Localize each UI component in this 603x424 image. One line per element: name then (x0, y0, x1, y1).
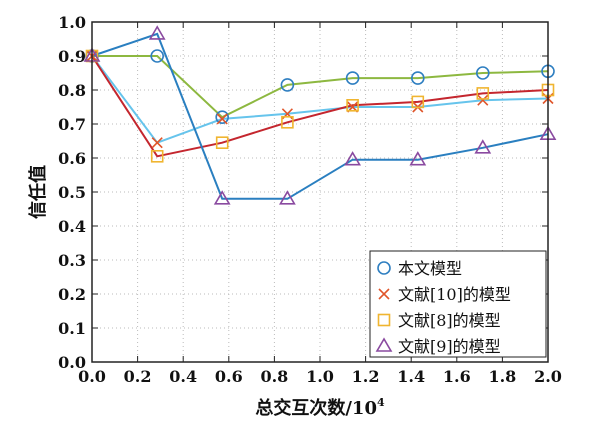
data-point-square (411, 95, 425, 109)
y-axis-label: 信任值 (27, 165, 49, 219)
data-point-triangle (344, 151, 361, 166)
data-point-square (281, 116, 294, 129)
y-tick-label: 0.9 (58, 47, 86, 66)
data-point-circle (345, 71, 360, 85)
data-point-x (216, 113, 228, 125)
data-point-square (476, 87, 490, 100)
y-tick-label: 0.6 (58, 149, 86, 168)
y-tick-label: 0.2 (58, 285, 86, 304)
x-tick-label: 0.6 (215, 367, 243, 386)
legend-marker-x (378, 288, 390, 300)
legend-marker-triangle (375, 337, 393, 352)
data-point-triangle (474, 139, 492, 154)
data-point-triangle (409, 151, 427, 166)
x-tick-label: 0.4 (169, 367, 197, 386)
x-tick-label: 0.0 (78, 367, 106, 386)
data-point-triangle (213, 190, 231, 205)
x-tick-label: 2.0 (534, 367, 562, 386)
y-tick-label: 0.1 (58, 319, 86, 338)
x-axis-label: 总交互次数/104 (255, 396, 385, 419)
x-tick-label: 1.2 (352, 367, 380, 386)
data-point-x (477, 94, 489, 106)
series-line (91, 55, 549, 144)
axis-ticks: 0.0 0.2 0.4 0.6 0.8 1.0 1.2 1.4 1.6 1.8 2.0 0.0 0.1 0… (58, 13, 562, 386)
y-tick-label: 0.7 (58, 115, 86, 134)
data-point-circle (411, 71, 425, 85)
x-tick-label: 1.4 (397, 367, 425, 386)
y-tick-label: 0.8 (58, 81, 86, 100)
data-point-circle (215, 110, 229, 124)
plot-frame (91, 21, 549, 363)
series-line (91, 55, 549, 158)
y-tick-label: 0.3 (58, 251, 86, 270)
y-tick-label: 0.0 (58, 353, 86, 372)
x-tick-label: 1.6 (443, 367, 471, 386)
y-tick-label: 1.0 (58, 13, 86, 32)
legend-label: 文献[8]的模型 (398, 311, 501, 330)
data-point-triangle (279, 190, 296, 205)
y-tick-label: 0.5 (58, 183, 86, 202)
data-point-square (215, 136, 229, 149)
data-point-x (151, 137, 163, 149)
legend-label: 文献[10]的模型 (398, 285, 511, 304)
x-axis-label-exponent: 4 (377, 396, 385, 409)
data-point-square (150, 150, 164, 163)
data-point-circle (280, 78, 295, 92)
series-group (83, 25, 557, 205)
series-line (91, 32, 549, 200)
y-tick-label: 0.4 (58, 217, 86, 236)
data-point-square (346, 99, 359, 112)
data-point-triangle (148, 25, 166, 40)
data-point-circle (150, 49, 165, 63)
legend-label: 本文模型 (398, 259, 462, 278)
x-tick-label: 0.2 (124, 367, 152, 386)
x-axis-label-base: 总交互次数/10 (255, 397, 377, 419)
x-tick-label: 1.8 (488, 367, 516, 386)
legend-label: 文献[9]的模型 (398, 337, 501, 356)
legend-marker-square (377, 313, 391, 327)
legend-marker-circle (377, 261, 391, 275)
series-line (92, 55, 549, 119)
data-point-circle (475, 66, 490, 80)
x-tick-label: 1.0 (306, 367, 334, 386)
x-tick-label: 0.8 (260, 367, 288, 386)
legend-box (369, 250, 547, 358)
